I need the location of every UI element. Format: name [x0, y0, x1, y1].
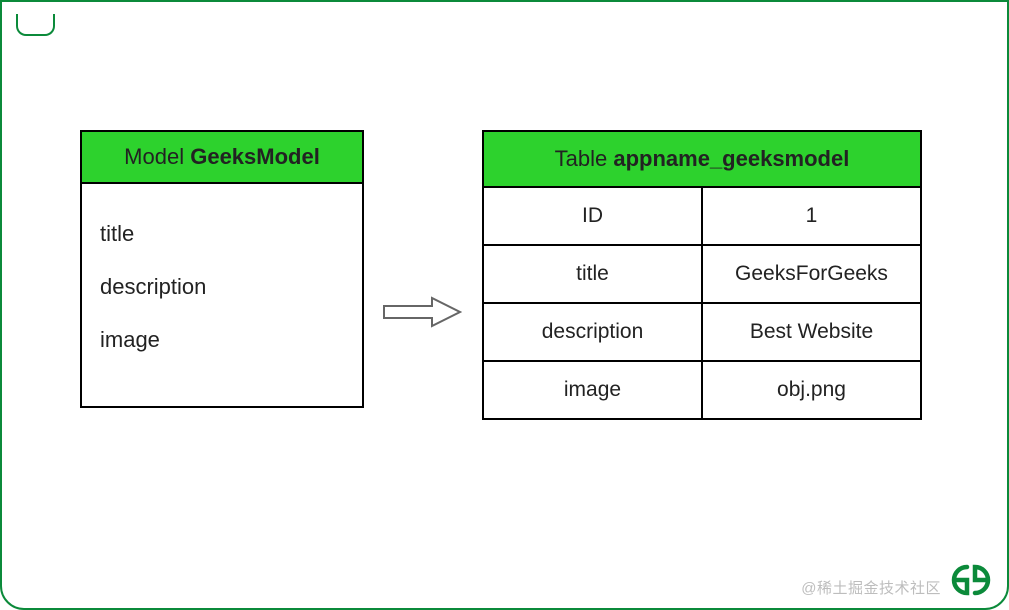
- table-cell-key: ID: [483, 187, 702, 245]
- diagram-frame: Model GeeksModel title description image…: [0, 0, 1009, 610]
- table-row: title GeeksForGeeks: [483, 245, 921, 303]
- diagram-content: Model GeeksModel title description image…: [2, 2, 1007, 608]
- table-header-prefix: Table: [555, 146, 614, 171]
- table-cell-value: 1: [702, 187, 921, 245]
- table-cell-value: obj.png: [702, 361, 921, 419]
- table-header: Table appname_geeksmodel: [483, 131, 921, 187]
- table-row: image obj.png: [483, 361, 921, 419]
- table-cell-value: Best Website: [702, 303, 921, 361]
- geeksforgeeks-logo-icon: [945, 558, 997, 602]
- model-header-name: GeeksModel: [190, 144, 320, 169]
- table-cell-key: description: [483, 303, 702, 361]
- model-field: title: [100, 208, 344, 261]
- model-field: description: [100, 261, 344, 314]
- db-table: Table appname_geeksmodel ID 1 title Geek…: [482, 130, 922, 420]
- table-cell-key: title: [483, 245, 702, 303]
- table-cell-key: image: [483, 361, 702, 419]
- arrow-right-icon: [382, 294, 462, 330]
- model-body: title description image: [82, 184, 362, 406]
- model-field: image: [100, 314, 344, 367]
- table-row: ID 1: [483, 187, 921, 245]
- table-header-name: appname_geeksmodel: [613, 146, 849, 171]
- model-header-prefix: Model: [124, 144, 190, 169]
- watermark-text: @稀土掘金技术社区: [801, 577, 941, 598]
- model-header: Model GeeksModel: [82, 132, 362, 184]
- table-cell-value: GeeksForGeeks: [702, 245, 921, 303]
- model-box: Model GeeksModel title description image: [80, 130, 364, 408]
- table-row: description Best Website: [483, 303, 921, 361]
